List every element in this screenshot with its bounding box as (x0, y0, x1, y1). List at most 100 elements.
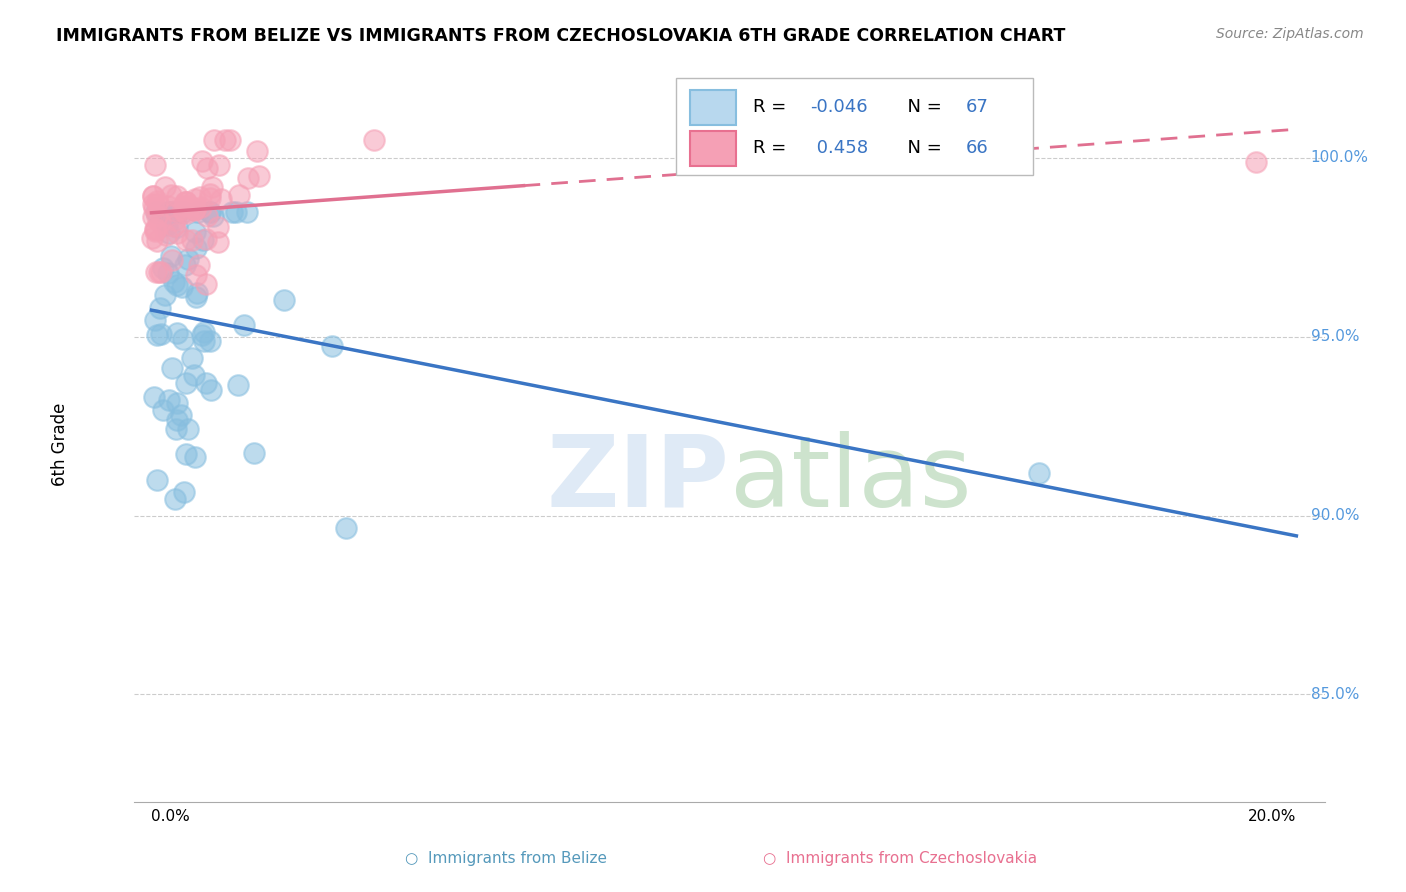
Point (141, 231, 163, 245)
Point (166, 226, 188, 240)
Point (186, 285, 208, 300)
Point (174, 205, 197, 219)
Point (172, 332, 194, 346)
Point (186, 241, 208, 255)
Point (170, 279, 193, 293)
Point (1246, 154, 1268, 169)
Point (172, 202, 194, 216)
Point (166, 395, 188, 409)
Point (363, 133, 385, 147)
Point (152, 261, 174, 276)
Point (173, 485, 195, 500)
Point (188, 258, 211, 272)
Point (193, 334, 215, 348)
Point (159, 204, 181, 219)
FancyBboxPatch shape (690, 90, 735, 125)
Point (183, 225, 205, 239)
Point (194, 277, 217, 291)
Point (176, 252, 198, 266)
Text: N =: N = (897, 139, 948, 158)
Point (146, 328, 169, 343)
Point (160, 361, 183, 376)
Point (219, 133, 242, 147)
Text: atlas: atlas (730, 431, 972, 528)
Point (166, 413, 188, 427)
Point (180, 351, 202, 365)
Point (1028, 466, 1050, 480)
Point (200, 186, 222, 201)
Point (143, 201, 166, 215)
Point (204, 133, 226, 147)
Point (193, 325, 215, 339)
Point (195, 161, 218, 176)
Point (236, 171, 259, 186)
Point (166, 278, 188, 293)
Point (162, 219, 184, 233)
Point (157, 266, 180, 280)
Text: 85.0%: 85.0% (1310, 687, 1360, 702)
Text: 66: 66 (966, 139, 988, 158)
Point (174, 447, 197, 461)
Point (209, 192, 232, 206)
Point (156, 199, 179, 213)
Point (200, 383, 222, 397)
Point (243, 446, 266, 460)
Point (228, 188, 250, 202)
Text: ZIP: ZIP (547, 431, 730, 528)
Point (167, 204, 190, 219)
Point (149, 327, 172, 342)
Point (142, 210, 165, 224)
Point (163, 204, 186, 219)
Point (156, 204, 179, 219)
Point (200, 204, 222, 219)
Point (183, 202, 205, 217)
Point (145, 222, 167, 236)
Text: ○  Immigrants from Czechoslovakia: ○ Immigrants from Czechoslovakia (763, 851, 1036, 865)
Point (191, 233, 214, 247)
Point (183, 368, 205, 383)
Point (157, 393, 180, 408)
Point (195, 376, 218, 390)
Point (143, 158, 166, 172)
Point (214, 133, 236, 147)
Point (153, 180, 176, 194)
Point (145, 204, 167, 219)
Point (191, 328, 214, 343)
Point (155, 227, 177, 242)
Text: N =: N = (897, 98, 948, 116)
Point (142, 197, 165, 211)
Point (173, 205, 195, 219)
Point (195, 209, 218, 223)
Text: 90.0%: 90.0% (1310, 508, 1360, 523)
Point (165, 204, 187, 219)
Point (184, 193, 207, 207)
Point (173, 199, 195, 213)
Point (145, 264, 167, 278)
Point (246, 144, 269, 158)
Point (143, 221, 166, 235)
Point (146, 235, 169, 249)
Point (232, 318, 254, 332)
Point (174, 376, 197, 390)
Point (201, 179, 224, 194)
Point (273, 293, 295, 307)
Point (159, 188, 181, 202)
Text: 67: 67 (966, 98, 988, 116)
Point (177, 422, 200, 436)
Point (201, 210, 224, 224)
Point (188, 190, 211, 204)
Point (226, 378, 249, 392)
Point (160, 252, 183, 267)
Point (143, 224, 166, 238)
Point (176, 195, 198, 210)
Point (186, 204, 208, 219)
Point (321, 339, 343, 353)
Point (166, 189, 188, 203)
Text: 0.458: 0.458 (811, 139, 868, 158)
Point (153, 288, 176, 302)
Point (184, 202, 207, 216)
Point (174, 195, 197, 210)
Point (149, 301, 172, 316)
Text: R =: R = (754, 139, 793, 158)
Point (174, 258, 197, 272)
